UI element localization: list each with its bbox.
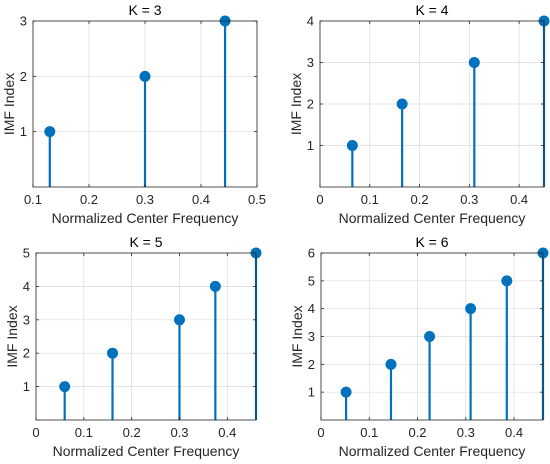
subplot-k3: 0.1 0.2 0.3 0.4 0.5 1 2 3 K = 3 Normalized Center…: [1, 2, 266, 226]
y-axis-label: IMF Index: [4, 305, 20, 367]
subplot-k6: 0 0.1 0.2 0.3 0.4 1 2 3 4 5 6 K = 6 Normalized Cente…: [289, 234, 549, 459]
x-axis-label: Normalized Center Frequency: [53, 443, 240, 459]
stem-marker: [139, 70, 151, 82]
subplot-k4: 0 0.1 0.2 0.3 0.4 1 2 3 4 K = 4 Normalized Center …: [288, 2, 550, 226]
x-axis-label: Normalized Center Frequency: [339, 210, 526, 226]
y-tick-label: 1: [307, 138, 314, 153]
chart-title: K = 4: [415, 2, 448, 18]
stem-marker: [468, 57, 480, 68]
x-tick-label: 0.4: [192, 192, 210, 207]
x-tick-label: 0.2: [411, 192, 429, 207]
subplot-k5: 0 0.1 0.2 0.3 0.4 1 2 3 4 5 K = 5 Normalized Center…: [4, 234, 262, 459]
x-tick-label: 0.4: [218, 425, 236, 440]
chart-title: K = 6: [415, 234, 448, 250]
stem-marker: [173, 314, 185, 326]
y-tick-label: 2: [20, 69, 27, 84]
y-tick-label: 3: [307, 55, 314, 70]
x-tick-label: 0: [32, 425, 39, 440]
y-tick-label: 2: [308, 357, 315, 372]
stem-marker: [465, 303, 477, 315]
y-axis-label: IMF Index: [288, 73, 304, 135]
stem-marker: [385, 358, 397, 370]
stem-marker: [424, 331, 436, 342]
y-tick-label: 3: [308, 329, 315, 344]
stem-marker: [107, 347, 119, 359]
x-axis-label: Normalized Center Frequency: [339, 443, 526, 459]
stem-marker: [346, 140, 358, 151]
stem-marker: [340, 386, 352, 398]
x-tick-label: 0.1: [24, 192, 42, 207]
x-tick-label: 0.2: [408, 425, 426, 440]
y-tick-label: 4: [307, 14, 314, 29]
y-tick-label: 1: [20, 124, 27, 139]
x-tick-label: 0.2: [123, 425, 141, 440]
y-tick-label: 2: [307, 97, 314, 112]
y-tick-label: 2: [23, 346, 30, 361]
x-tick-label: 0.2: [80, 192, 98, 207]
y-tick-label: 4: [308, 301, 315, 316]
x-tick-label: 0.1: [361, 192, 379, 207]
stem-marker: [209, 280, 221, 292]
x-tick-label: 0.1: [360, 425, 378, 440]
chart-title: K = 5: [129, 234, 162, 250]
x-tick-label: 0: [317, 425, 324, 440]
y-tick-label: 6: [308, 246, 315, 261]
y-axis-label: IMF Index: [289, 305, 305, 367]
y-tick-label: 5: [23, 246, 30, 261]
stem-marker: [59, 381, 71, 393]
y-axis-label: IMF Index: [1, 73, 17, 135]
x-tick-label: 0.4: [510, 192, 528, 207]
x-tick-label: 0.1: [75, 425, 93, 440]
x-tick-label: 0: [316, 192, 323, 207]
x-tick-label: 0.3: [460, 192, 478, 207]
x-tick-label: 0.3: [457, 425, 475, 440]
stem-marker: [44, 126, 56, 138]
stem-marker: [396, 98, 408, 110]
y-tick-label: 1: [23, 379, 30, 394]
x-tick-label: 0.5: [248, 192, 266, 207]
chart-title: K = 3: [128, 2, 161, 18]
x-tick-label: 0.3: [136, 192, 154, 207]
x-tick-label: 0.4: [505, 425, 523, 440]
x-tick-label: 0.3: [170, 425, 188, 440]
y-tick-label: 5: [308, 273, 315, 288]
stem-marker: [501, 275, 513, 287]
y-tick-label: 3: [23, 312, 30, 327]
axes-frame: [35, 252, 257, 421]
plot-area: [36, 253, 256, 420]
y-tick-label: 3: [20, 14, 27, 29]
y-tick-label: 1: [308, 385, 315, 400]
y-tick-label: 4: [23, 279, 30, 294]
x-axis-label: Normalized Center Frequency: [52, 210, 239, 226]
